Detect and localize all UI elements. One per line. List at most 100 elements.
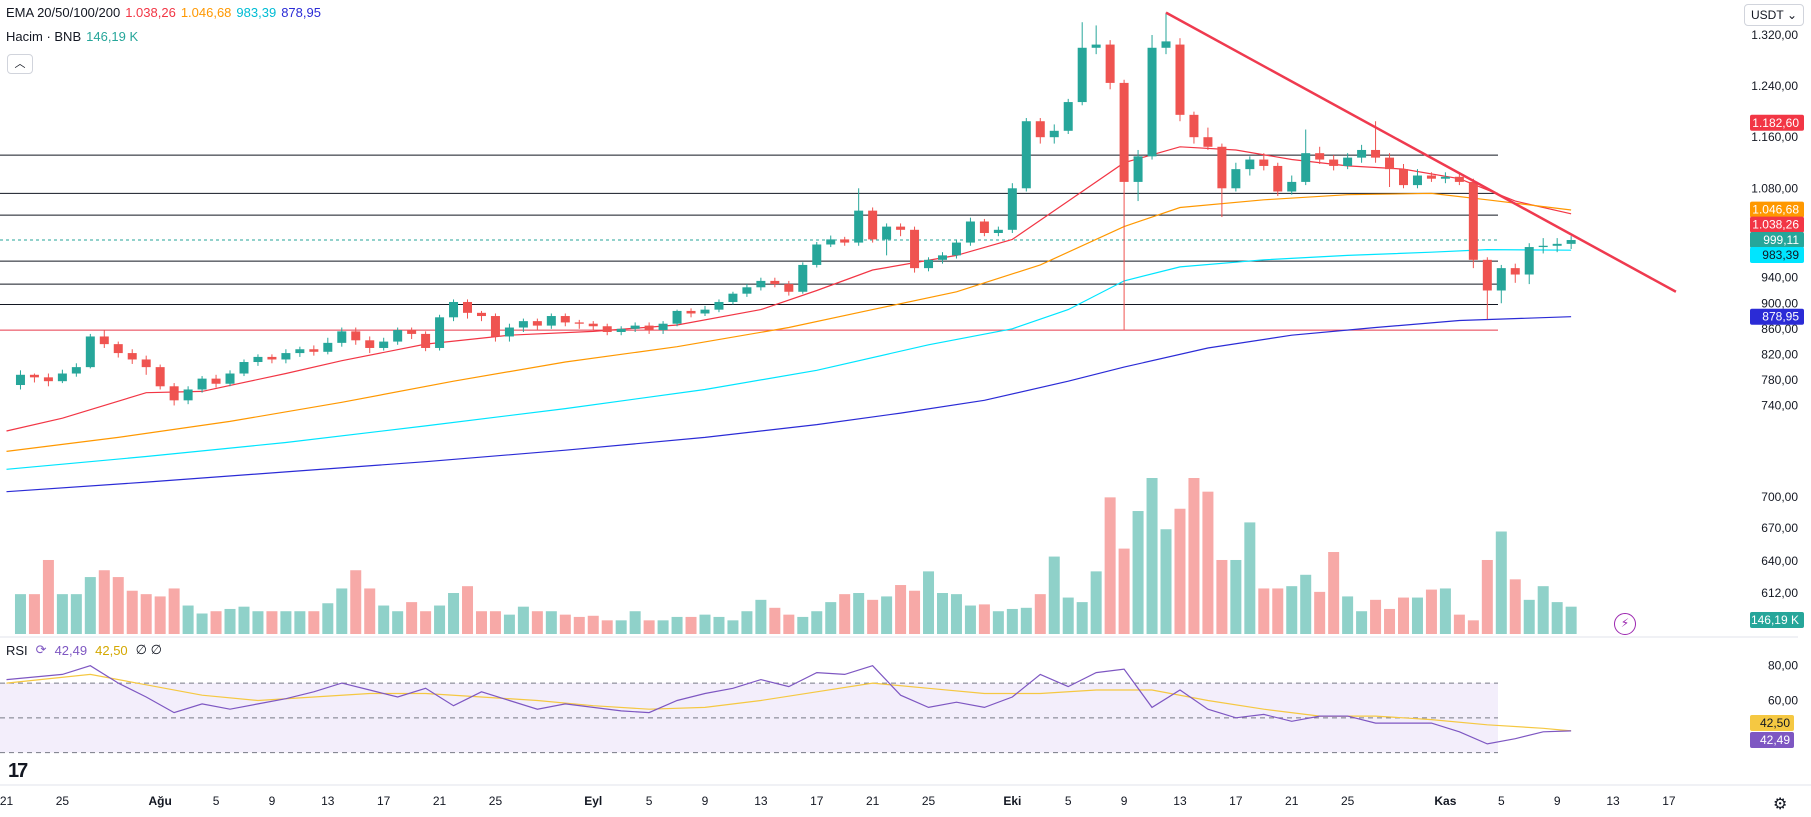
gear-icon[interactable]: ⚙ [1773, 796, 1788, 813]
candle-body [910, 229, 920, 269]
chevron-up-icon: ︿ [14, 58, 26, 70]
volume-bar [825, 602, 837, 634]
candle-body [490, 316, 500, 337]
rsi-extra-values: ∅ ∅ [135, 642, 162, 657]
volume-bar [909, 590, 921, 634]
volume-bar [671, 616, 683, 634]
price-axis-tick: 1.240,00 [1751, 79, 1798, 93]
candle-body [812, 244, 822, 265]
candle-body [1482, 259, 1492, 291]
candle-body [518, 321, 528, 328]
volume-bar [1425, 589, 1437, 634]
volume-bar [322, 603, 334, 634]
volume-bar [1286, 586, 1298, 634]
volume-bar [475, 611, 487, 634]
volume-legend[interactable]: Hacim · BNB 146,19 K [6, 29, 138, 45]
candle-body [113, 344, 123, 354]
rsi-legend-label: RSI [6, 642, 28, 658]
candle-body [1468, 181, 1478, 260]
volume-bar [350, 570, 362, 634]
volume-bar [1258, 588, 1270, 634]
rsi-value-badge-text: 42,49 [1760, 733, 1790, 747]
candle-body [616, 328, 626, 332]
volume-bars [14, 478, 1577, 634]
candle-body [1385, 157, 1395, 170]
volume-bar [1006, 608, 1018, 634]
candle-body [379, 341, 389, 348]
volume-bar [559, 614, 571, 634]
volume-bar [154, 596, 166, 634]
volume-bar [1216, 559, 1228, 634]
time-axis-tick: 25 [1341, 794, 1355, 808]
currency-selector[interactable]: USDT ⌄ [1744, 4, 1804, 26]
candle-body [1175, 44, 1185, 115]
volume-bar [364, 588, 376, 634]
candle-body [239, 362, 249, 374]
rsi-axis-tick: 80,00 [1768, 659, 1798, 673]
candle-body [253, 356, 263, 363]
tradingview-logo-icon[interactable]: 17 [8, 760, 28, 782]
candle-body [337, 331, 347, 343]
volume-bar [587, 615, 599, 634]
candle-body [85, 336, 95, 368]
collapse-legend-button[interactable]: ︿ [7, 54, 33, 74]
volume-bar [1398, 597, 1409, 634]
candle-body [1273, 165, 1283, 192]
time-axis-tick: Eki [1003, 794, 1021, 808]
candle-body [1161, 41, 1171, 48]
volume-bar [936, 593, 948, 634]
rsi-legend[interactable]: RSI ⟳ 42,49 42,50 ∅ ∅ [6, 642, 162, 658]
candle-body [504, 327, 514, 337]
price-label-text: 999,11 [1763, 233, 1799, 247]
price-label-text: 1.046,68 [1752, 203, 1799, 217]
volume-bar [1356, 611, 1368, 634]
volume-bar [1174, 508, 1186, 634]
candle-body [1552, 243, 1562, 246]
volume-bar [308, 611, 320, 634]
volume-legend-label: Hacim · BNB [6, 29, 82, 44]
volume-bar [923, 571, 935, 634]
time-axis-tick: 9 [1121, 794, 1128, 808]
lightning-icon[interactable]: ⚡ [1614, 613, 1636, 635]
candle-body [770, 280, 780, 285]
volume-bar [28, 594, 40, 634]
price-label-badge [1750, 114, 1804, 131]
ema-legend[interactable]: EMA 20/50/100/200 1.038,26 1.046,68 983,… [6, 5, 321, 21]
volume-bar [783, 614, 795, 634]
volume-bar [1328, 552, 1340, 634]
candle-body [1510, 268, 1520, 275]
candle-body [965, 221, 975, 243]
ema50-line [6, 192, 1572, 452]
candle-body [1566, 240, 1576, 244]
candle-body [71, 367, 81, 374]
candle-body [281, 353, 291, 360]
volume-bar [895, 585, 907, 634]
price-label-text: 983,39 [1762, 248, 1799, 262]
volume-bar [629, 611, 641, 634]
refresh-icon: ⟳ [35, 642, 47, 657]
time-axis-tick: 21 [1285, 794, 1299, 808]
volume-bar [685, 616, 697, 634]
price-axis-tick: 700,00 [1761, 490, 1798, 504]
volume-bar [210, 611, 222, 634]
price-label-badge [1750, 246, 1804, 263]
candle-body [211, 378, 221, 384]
candle-body [197, 378, 207, 390]
candle-body [784, 284, 794, 292]
volume-bar [867, 599, 879, 634]
volume-bar [741, 611, 753, 634]
volume-bar [294, 611, 306, 634]
candle-body [295, 349, 305, 354]
candle-body [1329, 159, 1339, 166]
price-axis-tick: 1.080,00 [1751, 181, 1798, 195]
volume-bar [196, 613, 208, 634]
candle-body [1371, 149, 1381, 158]
candle-body [407, 330, 417, 334]
volume-bar [601, 620, 613, 634]
descending-trendline [1165, 11, 1677, 293]
candle-body [183, 389, 193, 401]
time-axis-tick: 17 [810, 794, 824, 808]
volume-bar [1300, 574, 1312, 634]
candle-body [57, 373, 67, 382]
